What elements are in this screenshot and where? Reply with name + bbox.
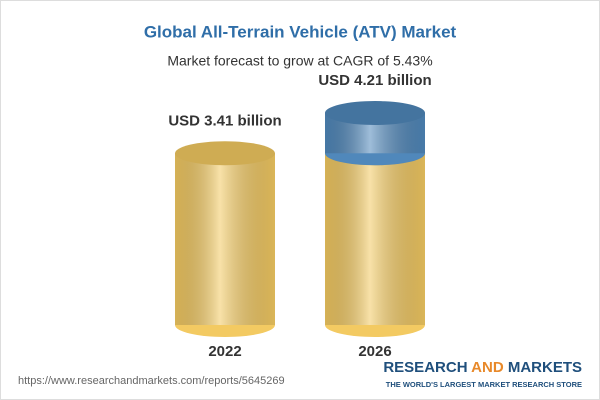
value-label: USD 4.21 billion [318, 72, 431, 89]
x-tick-label: 2022 [208, 343, 241, 360]
cylinder-shine [175, 153, 275, 325]
chart-subtitle: Market forecast to grow at CAGR of 5.43% [167, 53, 432, 69]
source-url: https://www.researchandmarkets.com/repor… [18, 375, 285, 387]
brand-tagline: THE WORLD'S LARGEST MARKET RESEARCH STOR… [386, 380, 582, 389]
value-label: USD 3.41 billion [168, 112, 281, 129]
brand-word: AND [471, 359, 504, 376]
brand-word: MARKETS [508, 359, 582, 376]
x-tick-label: 2026 [358, 343, 391, 360]
cylinder-top [175, 141, 275, 166]
chart-title: Global All-Terrain Vehicle (ATV) Market [144, 22, 457, 41]
brand-logo: RESEARCH AND MARKETS [383, 359, 582, 376]
cylinder-shine [325, 153, 425, 325]
cylinder-top [325, 101, 425, 125]
brand-word: RESEARCH [383, 359, 467, 376]
